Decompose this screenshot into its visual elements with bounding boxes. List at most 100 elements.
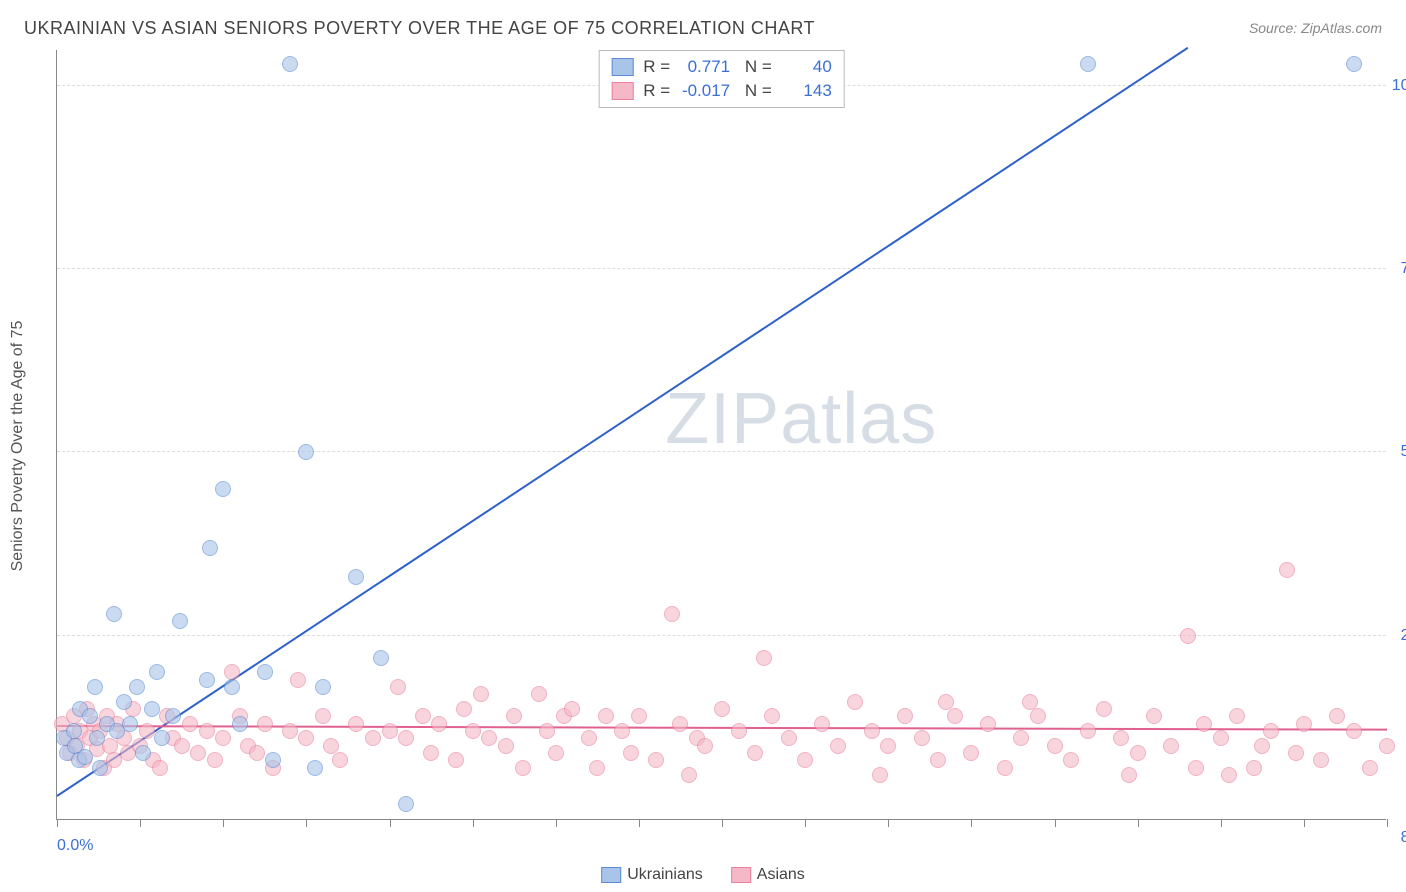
data-point bbox=[106, 606, 122, 622]
data-point bbox=[1096, 701, 1112, 717]
data-point bbox=[1030, 708, 1046, 724]
grid-line bbox=[57, 451, 1386, 452]
legend-label: Ukrainians bbox=[627, 866, 703, 883]
data-point bbox=[564, 701, 580, 717]
x-tick bbox=[1221, 819, 1222, 827]
x-tick bbox=[306, 819, 307, 827]
data-point bbox=[390, 679, 406, 695]
data-point bbox=[415, 708, 431, 724]
data-point bbox=[87, 679, 103, 695]
data-point bbox=[930, 752, 946, 768]
data-point bbox=[348, 569, 364, 585]
data-point bbox=[265, 752, 281, 768]
data-point bbox=[1279, 562, 1295, 578]
x-tick bbox=[473, 819, 474, 827]
watermark: ZIPatlas bbox=[665, 378, 937, 460]
data-point bbox=[135, 745, 151, 761]
data-point bbox=[298, 730, 314, 746]
x-tick-label: 0.0% bbox=[57, 837, 93, 855]
data-point bbox=[1229, 708, 1245, 724]
data-point bbox=[382, 723, 398, 739]
data-point bbox=[623, 745, 639, 761]
data-point bbox=[190, 745, 206, 761]
data-point bbox=[830, 738, 846, 754]
data-point bbox=[152, 760, 168, 776]
data-point bbox=[1080, 723, 1096, 739]
data-point bbox=[129, 679, 145, 695]
data-point bbox=[215, 730, 231, 746]
data-point bbox=[548, 745, 564, 761]
data-point bbox=[697, 738, 713, 754]
data-point bbox=[797, 752, 813, 768]
legend-stats: R =0.771 N =40R =-0.017 N =143 bbox=[598, 50, 845, 108]
x-tick bbox=[556, 819, 557, 827]
data-point bbox=[1180, 628, 1196, 644]
data-point bbox=[290, 672, 306, 688]
data-point bbox=[249, 745, 265, 761]
source-label: Source: ZipAtlas.com bbox=[1249, 20, 1382, 36]
data-point bbox=[144, 701, 160, 717]
data-point bbox=[323, 738, 339, 754]
data-point bbox=[149, 664, 165, 680]
data-point bbox=[1113, 730, 1129, 746]
legend-swatch bbox=[731, 867, 751, 883]
data-point bbox=[764, 708, 780, 724]
y-tick-label: 25.0% bbox=[1401, 627, 1406, 645]
data-point bbox=[1121, 767, 1137, 783]
legend-n-value: 40 bbox=[782, 57, 832, 77]
data-point bbox=[581, 730, 597, 746]
data-point bbox=[515, 760, 531, 776]
legend-r-label: R = bbox=[643, 57, 670, 77]
data-point bbox=[814, 716, 830, 732]
data-point bbox=[1346, 56, 1362, 72]
data-point bbox=[1146, 708, 1162, 724]
data-point bbox=[348, 716, 364, 732]
data-point bbox=[172, 613, 188, 629]
data-point bbox=[431, 716, 447, 732]
y-tick-label: 100.0% bbox=[1392, 77, 1406, 95]
data-point bbox=[589, 760, 605, 776]
x-tick-label: 80.0% bbox=[1401, 829, 1406, 847]
data-point bbox=[448, 752, 464, 768]
data-point bbox=[1379, 738, 1395, 754]
legend-r-value: -0.017 bbox=[680, 81, 730, 101]
data-point bbox=[648, 752, 664, 768]
data-point bbox=[282, 723, 298, 739]
y-axis-title: Seniors Poverty Over the Age of 75 bbox=[9, 321, 27, 572]
data-point bbox=[1130, 745, 1146, 761]
data-point bbox=[1329, 708, 1345, 724]
data-point bbox=[116, 694, 132, 710]
data-point bbox=[232, 716, 248, 732]
data-point bbox=[897, 708, 913, 724]
data-point bbox=[257, 716, 273, 732]
x-tick bbox=[1304, 819, 1305, 827]
data-point bbox=[199, 672, 215, 688]
y-tick-label: 50.0% bbox=[1401, 443, 1406, 461]
legend-item: Asians bbox=[731, 866, 805, 884]
grid-line bbox=[57, 268, 1386, 269]
data-point bbox=[1221, 767, 1237, 783]
data-point bbox=[672, 716, 688, 732]
legend-n-value: 143 bbox=[782, 81, 832, 101]
data-point bbox=[980, 716, 996, 732]
data-point bbox=[1288, 745, 1304, 761]
data-point bbox=[215, 481, 231, 497]
data-point bbox=[89, 730, 105, 746]
x-tick bbox=[390, 819, 391, 827]
data-point bbox=[756, 650, 772, 666]
data-point bbox=[1022, 694, 1038, 710]
data-point bbox=[257, 664, 273, 680]
data-point bbox=[122, 716, 138, 732]
data-point bbox=[880, 738, 896, 754]
data-point bbox=[315, 708, 331, 724]
legend-n-label: N = bbox=[740, 57, 772, 77]
legend-item: Ukrainians bbox=[601, 866, 703, 884]
x-tick bbox=[1055, 819, 1056, 827]
data-point bbox=[307, 760, 323, 776]
data-point bbox=[77, 749, 93, 765]
data-point bbox=[139, 723, 155, 739]
data-point bbox=[506, 708, 522, 724]
data-point bbox=[914, 730, 930, 746]
data-point bbox=[947, 708, 963, 724]
data-point bbox=[1080, 56, 1096, 72]
